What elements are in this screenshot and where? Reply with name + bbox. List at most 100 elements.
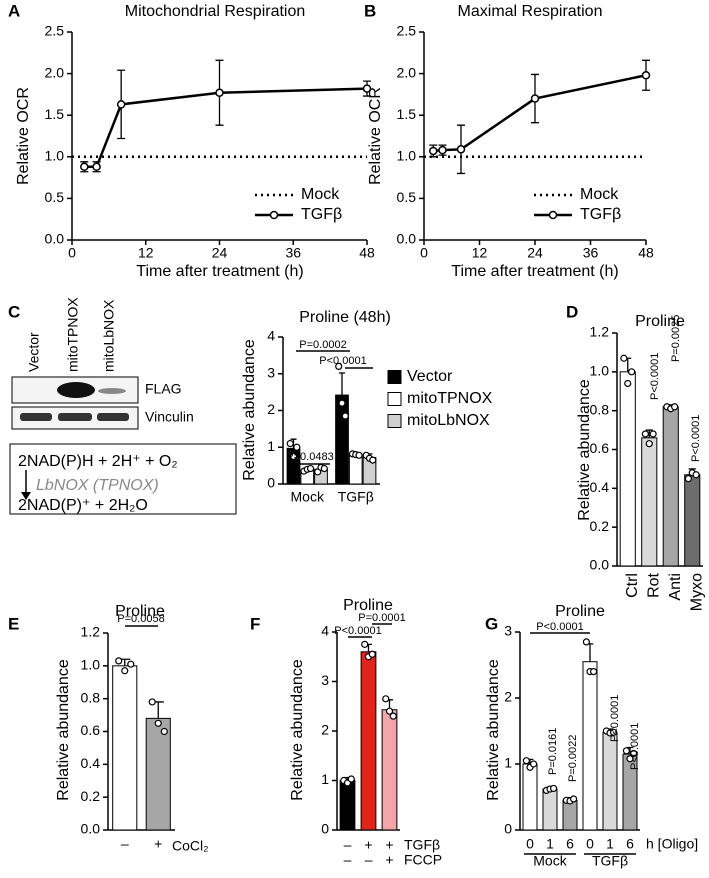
band-label: Vinculin [145,409,194,425]
y-tick-label: 1.2 [590,324,610,340]
annotation: P<0.0001 [629,723,641,770]
marker [429,146,438,156]
data-point [684,475,692,483]
error-bar [645,429,653,438]
reaction: 2NAD(P)H + 2H⁺ + O₂ LbNOX (TPNOX) 2NAD(P… [9,443,237,515]
data-point [620,354,628,362]
y-tick-label: 0.0 [590,557,610,573]
row-tick-label: + [385,837,393,853]
legend-label: mitoTPNOX [407,390,493,407]
data-point [355,451,363,459]
x-tick-label: 6 [626,836,634,852]
band [97,413,129,421]
y-tick-label: 2.5 [45,23,65,39]
x-tick-label: 48 [638,245,654,261]
x-tick-label: 0 [68,245,76,261]
y-tick-label: 0.0 [81,821,101,837]
bar [522,763,538,831]
bar [112,665,138,831]
row-tick-label: – [344,852,352,868]
legend-label: TGFβ [580,206,621,223]
data-point [522,757,531,765]
chart-title: Proline [555,603,605,620]
x-tick-label: 1 [606,836,614,852]
annotation: P=0.0058 [117,613,164,625]
lane-label: mitoTPNOX [65,297,81,372]
series-line [433,74,647,153]
bar [360,651,377,831]
y-tick-label: 0.0 [45,231,65,247]
y-tick-label: 0.6 [81,722,101,738]
y-tick-label: 2 [321,722,329,738]
x-tick-label: 48 [359,245,375,261]
y-tick-label: 1 [321,771,329,787]
data-point [341,412,349,420]
annotation: P<0.0001 [536,621,583,633]
row-tick-label: + [364,837,372,853]
y-tick-label: 0.0 [397,231,417,247]
band [57,382,95,398]
panel-letter: B [364,1,376,20]
row-label: TGFβ [404,837,440,853]
legend-label: TGFβ [301,206,342,223]
annotation: P<0.0001 [319,355,366,367]
x-tick-label: – [121,836,129,852]
marker [456,145,466,154]
data-point [115,657,123,665]
y-axis-label: Relative abundance [576,379,593,521]
y-tick-label: 4 [321,623,329,639]
band [98,388,126,394]
y-axis-label: Relative OCR [15,87,32,185]
products: 2NAD(P)⁺ + 2H₂O [18,497,148,514]
x-tick-label: 6 [566,836,574,852]
y-tick-label: 3 [267,364,275,380]
data-point [649,430,657,438]
bar [381,709,398,831]
data-point [306,464,315,473]
x-tick-label: 0 [586,836,594,852]
y-tick-label: 0.4 [81,755,101,771]
data-point [361,640,369,648]
panel-letter: G [485,614,498,633]
x-tick-label: 0 [526,836,534,852]
legend-marker [548,210,558,220]
bar [542,788,558,831]
y-tick-label: 0.6 [590,440,610,456]
data-point [335,362,343,370]
annotation: P<0.0001 [690,415,702,462]
data-point [160,727,168,736]
y-tick-label: 0.5 [45,189,65,205]
data-point [628,368,636,376]
y-tick-label: 2.0 [397,64,417,80]
chart-title: Proline (48h) [299,309,391,326]
row-tick-label: – [344,837,352,853]
band [58,413,92,421]
annotation: P=0.0001 [358,612,405,624]
y-tick-label: 2.5 [397,23,417,39]
y-tick-label: 0.2 [81,788,101,804]
data-point [582,638,591,646]
series-line [84,87,368,169]
x-tick-label: 24 [212,245,228,261]
y-tick-label: 1.2 [81,624,101,640]
lane-label: Vector [26,332,42,372]
marker [116,100,126,109]
marker [641,71,651,80]
bar [622,753,638,831]
x-tick-label: 1 [546,836,554,852]
blot: Vector mitoTPNOX mitoLbNOX FLAG Vinculin [11,297,194,430]
legend-marker [269,210,279,220]
annotation: P=0.0022 [567,735,579,782]
annotation: P<0.0001 [649,353,661,400]
bar [641,437,658,567]
data-point [320,464,328,473]
data-point [671,403,679,411]
bar [662,406,679,567]
annotation: P=0.0025 [670,315,682,362]
x-tick-label: Ctrl [624,573,641,598]
data-point [692,471,700,479]
y-tick-label: 1.0 [81,657,101,673]
row-tick-label: – [365,852,373,868]
y-tick-label: 0.5 [397,189,417,205]
